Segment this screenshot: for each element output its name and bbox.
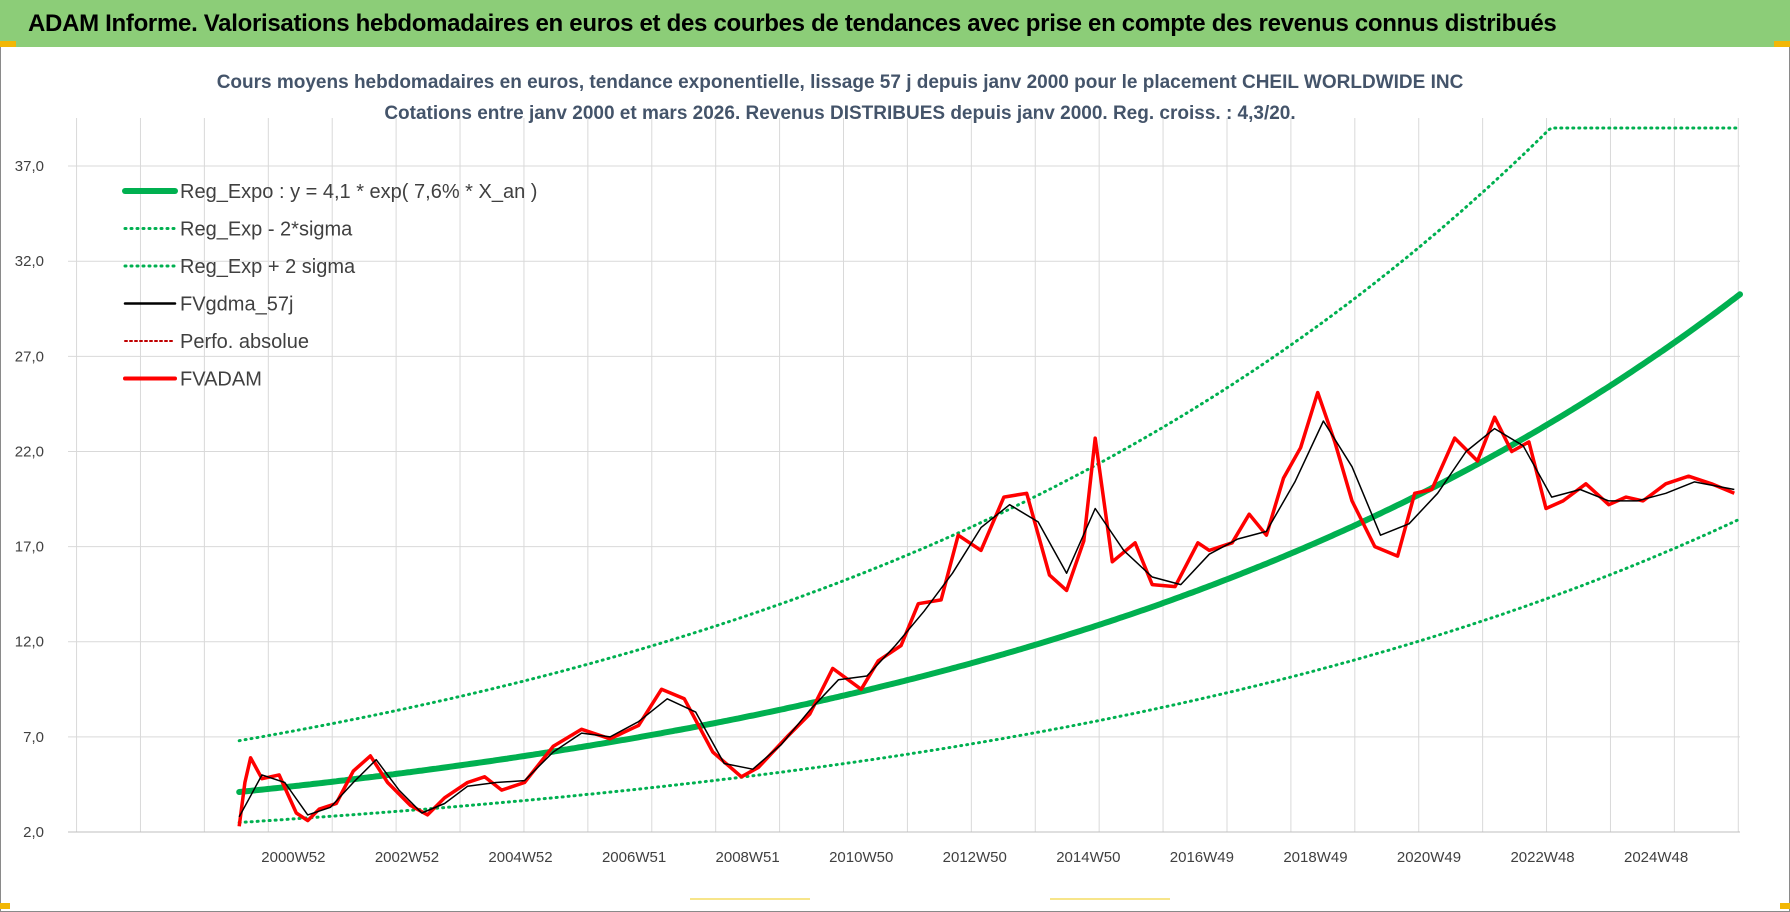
fvgdma-57j-line <box>238 420 1735 818</box>
report-banner: ADAM Informe. Valorisations hebdomadaire… <box>0 0 1790 47</box>
reg-exp-plus-2sigma-line <box>237 126 1742 743</box>
y-tick-label: 12,0 <box>15 634 44 651</box>
series-layer <box>236 126 1743 827</box>
corner-accent-top-right <box>1774 41 1790 47</box>
x-tick-label: 2024W48 <box>1624 849 1688 866</box>
x-tick-label: 2018W49 <box>1283 849 1347 866</box>
y-axis: 2,0 7,0 12,0 17,0 22,0 27,0 32,0 37,0 <box>15 158 44 841</box>
grid-layer <box>68 118 1740 833</box>
x-tick-label: 2020W49 <box>1397 849 1461 866</box>
x-tick-label: 2012W50 <box>943 849 1007 866</box>
y-tick-label: 2,0 <box>23 824 44 841</box>
x-tick-label: 2002W52 <box>375 849 439 866</box>
x-tick-label: 2014W50 <box>1056 849 1120 866</box>
y-tick-label: 7,0 <box>23 729 44 746</box>
x-tick-label: 2004W52 <box>488 849 552 866</box>
y-tick-label: 22,0 <box>15 443 44 460</box>
x-tick-label: 2008W51 <box>716 849 780 866</box>
x-axis: 2000W52 2002W52 2004W52 2006W51 2008W51 2010W… <box>68 831 1740 866</box>
corner-accent-top-left <box>0 41 16 47</box>
chart-subtitle: Cotations entre janv 2000 et mars 2026. … <box>384 103 1296 124</box>
legend: Reg_Expo : y = 4,1 * exp( 7,6% * X_an ) R… <box>122 181 537 391</box>
legend-label: FVADAM <box>180 369 262 391</box>
reg-expo-line <box>236 291 1743 795</box>
y-tick-label: 27,0 <box>15 348 44 365</box>
legend-label: Perfo. absolue <box>180 331 309 353</box>
x-tick-label: 2022W48 <box>1510 849 1574 866</box>
legend-label: Reg_Exp + 2 sigma <box>180 256 356 278</box>
bottom-accent-line-2 <box>1050 898 1170 900</box>
fvadam-line <box>237 390 1735 827</box>
legend-label: FVgdma_57j <box>180 294 293 316</box>
y-tick-label: 37,0 <box>15 158 44 175</box>
corner-accent-bottom-left <box>0 903 10 909</box>
legend-label: Reg_Expo : y = 4,1 * exp( 7,6% * X_an ) <box>180 181 537 203</box>
legend-label: Reg_Exp - 2*sigma <box>180 219 353 241</box>
x-tick-label: 2000W52 <box>261 849 325 866</box>
banner-title: ADAM Informe. Valorisations hebdomadaire… <box>28 9 1557 37</box>
x-tick-label: 2006W51 <box>602 849 666 866</box>
corner-accent-bottom-right <box>1780 903 1790 909</box>
chart-title: Cours moyens hebdomadaires en euros, ten… <box>216 72 1464 93</box>
reg-exp-minus-2sigma-line <box>237 517 1742 824</box>
x-tick-label: 2010W50 <box>829 849 893 866</box>
y-tick-label: 17,0 <box>15 539 44 556</box>
y-tick-label: 32,0 <box>15 253 44 270</box>
bottom-accent-line-1 <box>690 898 810 900</box>
x-tick-label: 2016W49 <box>1170 849 1234 866</box>
